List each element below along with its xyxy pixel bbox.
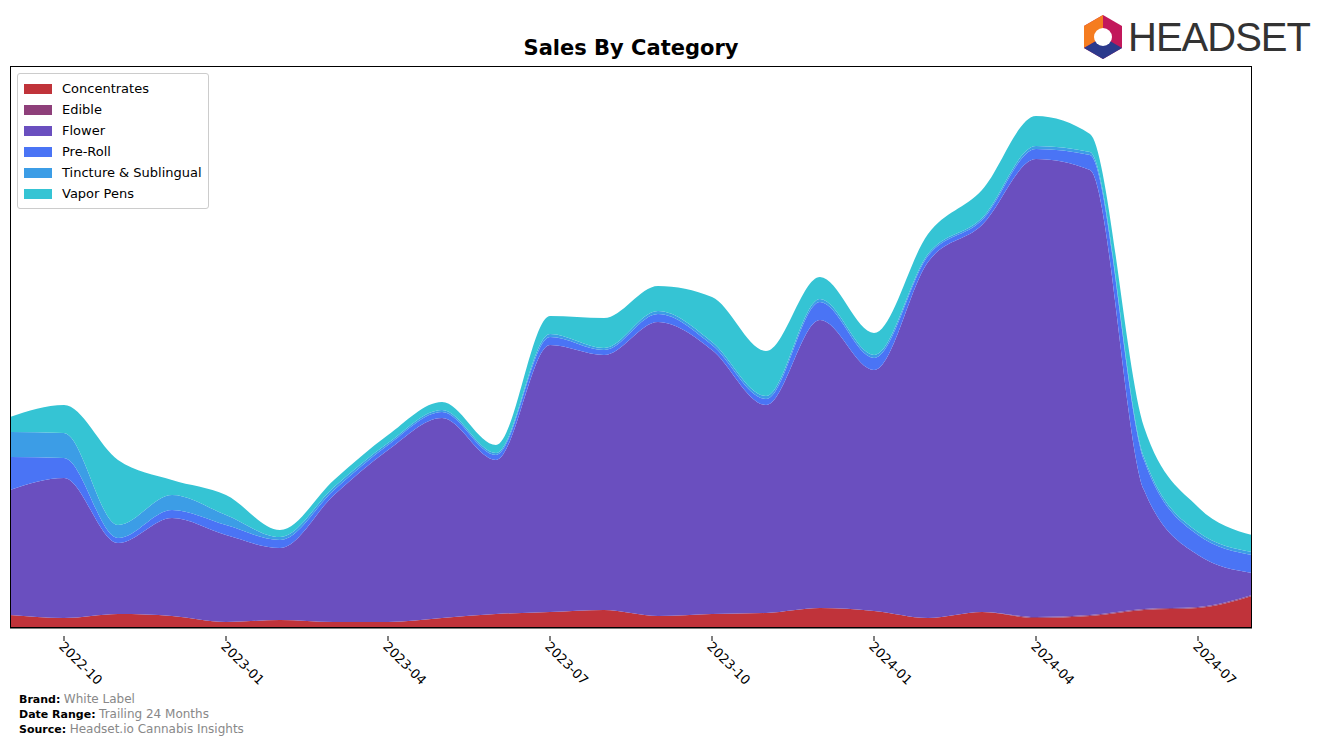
html-text:Source: Headset.io Cannabis In: Source: Headset.io Cannabis Insights	[19, 722, 244, 736]
html-text:Edible: Edible	[62, 102, 102, 117]
svg-text:2023-01: 2023-01	[218, 639, 267, 688]
html-text:HEADSET: HEADSET	[1128, 14, 1310, 59]
html-text:Pre-Roll: Pre-Roll	[62, 144, 111, 159]
svg-text:2024-04: 2024-04	[1028, 639, 1077, 688]
html-text:Vapor Pens: Vapor Pens	[62, 186, 134, 201]
svg-text:2023-10: 2023-10	[704, 639, 753, 688]
html-text:Sales By Category: Sales By Category	[523, 36, 739, 60]
html-text:Brand: White Label: Brand: White Label	[19, 692, 135, 706]
svg-text:2024-01: 2024-01	[866, 639, 915, 688]
html-text:Flower: Flower	[62, 123, 105, 138]
html-text:Date Range: Trailing 24 Months: Date Range: Trailing 24 Months	[19, 707, 209, 721]
svg-text:2022-10: 2022-10	[56, 639, 105, 688]
svg-text:2024-07: 2024-07	[1190, 639, 1239, 688]
svg-text:2023-07: 2023-07	[542, 639, 591, 688]
svg-text:2023-04: 2023-04	[380, 639, 429, 688]
html-text:Concentrates: Concentrates	[62, 81, 149, 96]
html-text:Tincture & Sublingual: Tincture & Sublingual	[62, 165, 202, 180]
